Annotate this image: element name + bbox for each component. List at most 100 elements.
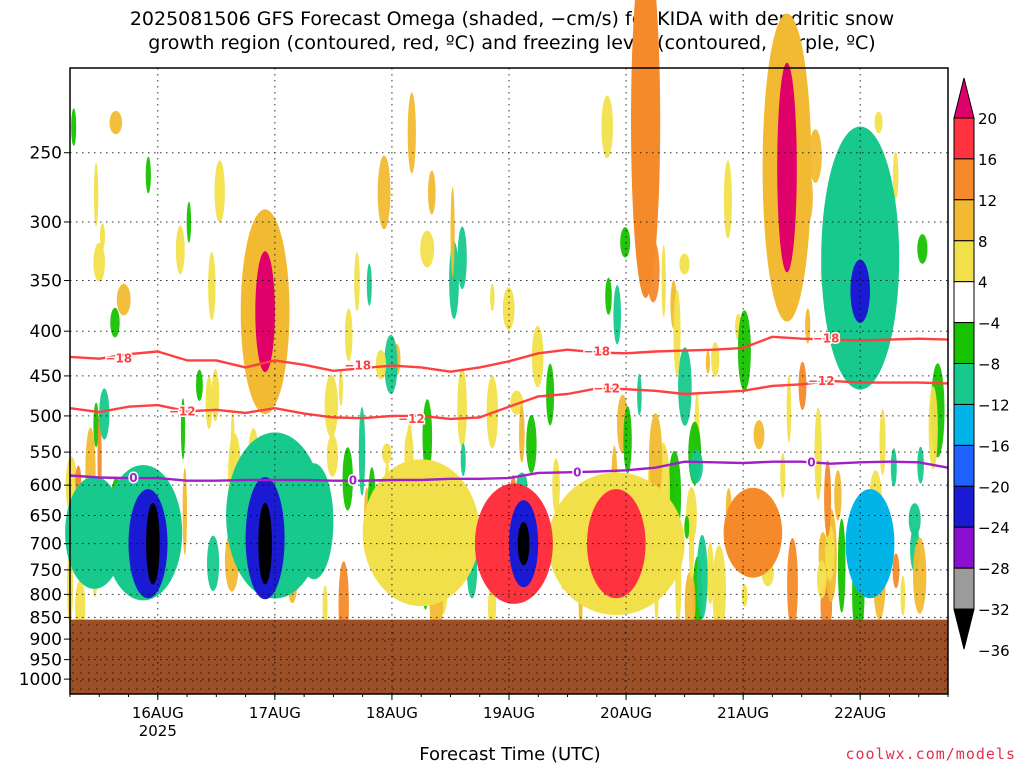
- colorbar: 20 16 12 8 4 −4 −8 −12 −16 −20 −24 −28 −32 −36: [953, 77, 1010, 660]
- omega-cell: [689, 449, 703, 483]
- omega-cell: [917, 234, 928, 264]
- omega-cell: [753, 420, 765, 450]
- credit-link[interactable]: coolwx.com/models: [845, 745, 1016, 763]
- x-tick-label: 18AUG: [366, 704, 418, 722]
- colorbar-label: −8: [978, 356, 1000, 374]
- omega-cell: [205, 375, 213, 430]
- omega-cell: [75, 580, 86, 633]
- omega-cell: [879, 408, 886, 475]
- colorbar-swatch: [953, 567, 975, 610]
- y-tick-label: 500: [30, 407, 62, 427]
- omega-cell: [661, 244, 666, 318]
- omega-cell: [93, 402, 99, 448]
- omega-cell: [338, 369, 343, 407]
- omega-cell: [354, 252, 360, 312]
- y-tick-label: 600: [30, 476, 62, 496]
- omega-cell: [928, 386, 938, 470]
- y-tick-label: 850: [30, 608, 62, 628]
- omega-cell: [705, 350, 711, 374]
- x-tick-label: 20AUG: [600, 704, 652, 722]
- omega-cell: [696, 534, 708, 619]
- omega-cell: [737, 310, 751, 391]
- omega-cell: [211, 369, 220, 422]
- omega-cell: [825, 525, 835, 581]
- omega-cell: [186, 201, 192, 243]
- omega-cell: [620, 227, 631, 258]
- contour-label: −18: [105, 352, 132, 366]
- omega-cell: [684, 571, 696, 635]
- omega-cell: [892, 553, 900, 589]
- colorbar-label: 12: [978, 192, 997, 210]
- omega-cell: [817, 560, 827, 599]
- contour-label: −12: [808, 374, 835, 388]
- omega-cell: [93, 162, 99, 227]
- contour-label: −18: [583, 345, 610, 359]
- colorbar-label: 16: [978, 151, 997, 169]
- omega-cell: [208, 252, 216, 321]
- contour-label: 0: [349, 474, 357, 488]
- omega-cell: [673, 289, 681, 376]
- contour-label: −18: [813, 332, 840, 346]
- x-tick-label: 16AUG: [132, 704, 184, 722]
- omega-cell: [892, 151, 899, 200]
- y-tick-label: 250: [30, 144, 62, 164]
- y-tick-label: 800: [30, 585, 62, 605]
- contour-label: −18: [344, 359, 371, 373]
- colorbar-swatch: [953, 199, 975, 242]
- omega-cell: [917, 446, 924, 484]
- y-tick-label: 450: [30, 367, 62, 387]
- omega-feature: [777, 62, 797, 273]
- omega-feature: [146, 502, 160, 585]
- colorbar-swatch: [953, 322, 975, 365]
- contours: −18 −12 −18 −12 −18 −12 −18 −12 0 0 0 0: [69, 330, 949, 489]
- omega-cell: [100, 223, 105, 250]
- omega-cell: [809, 129, 822, 183]
- axes: 2503003504004505005506006507007508008509…: [19, 67, 949, 740]
- grid: [70, 68, 948, 694]
- omega-cell: [207, 535, 220, 591]
- y-tick-label: 350: [30, 272, 62, 292]
- omega-feature: [723, 487, 783, 578]
- omega-cell: [322, 585, 328, 629]
- y-tick-label: 950: [30, 651, 62, 671]
- omega-cell: [324, 374, 338, 438]
- colorbar-top-arrow: [953, 77, 975, 119]
- omega-cell: [837, 518, 846, 613]
- colorbar-label: 8: [978, 233, 988, 251]
- omega-feature: [845, 489, 895, 599]
- colorbar-swatch: [953, 240, 975, 283]
- y-tick-label: 900: [30, 630, 62, 650]
- omega-cell: [900, 575, 906, 616]
- colorbar-swatch: [953, 526, 975, 569]
- omega-cell: [196, 369, 203, 401]
- y-tick-label: 650: [30, 507, 62, 527]
- omega-cell: [175, 225, 185, 275]
- omega-cell: [407, 92, 416, 174]
- omega-cell: [230, 411, 235, 491]
- omega-cell: [741, 583, 748, 607]
- omega-cell: [649, 413, 663, 503]
- contour-line: [69, 460, 949, 482]
- omega-cell: [834, 470, 842, 521]
- contour-label: 0: [807, 455, 815, 469]
- colorbar-label: 4: [978, 274, 988, 292]
- chart-title-line2: growth region (contoured, red, ºC) and f…: [148, 32, 876, 54]
- colorbar-label: −4: [978, 315, 1000, 333]
- colorbar-label: 20: [978, 110, 997, 128]
- omega-cell: [116, 283, 131, 316]
- omega-cell: [358, 407, 366, 496]
- chart-title-line1: 2025081506 GFS Forecast Omega (shaded, −…: [129, 8, 895, 30]
- omega-cell: [457, 226, 467, 290]
- colorbar-label: −24: [978, 519, 1010, 537]
- omega-cell: [798, 361, 807, 411]
- x-tick-label: 22AUG: [834, 704, 886, 722]
- omega-cell: [890, 448, 897, 487]
- omega-cell: [99, 388, 110, 440]
- colorbar-label: −16: [978, 437, 1010, 455]
- omega-cell: [326, 434, 338, 477]
- omega-cell: [723, 160, 732, 239]
- y-tick-label: 700: [30, 535, 62, 555]
- omega-cell: [180, 398, 186, 460]
- omega-cell: [487, 584, 497, 629]
